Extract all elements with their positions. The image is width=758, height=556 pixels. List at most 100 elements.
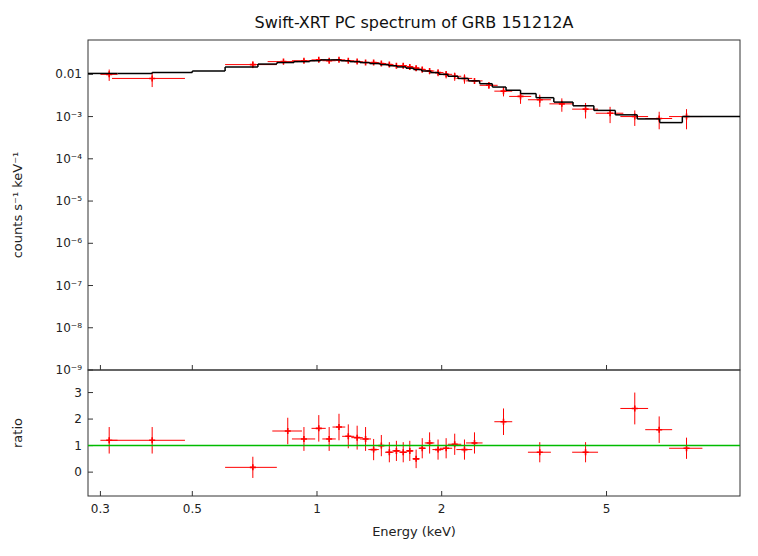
y-tick-label: 10⁻⁵ — [56, 194, 83, 208]
y-tick — [88, 201, 93, 202]
model-step — [88, 73, 118, 75]
marker — [354, 435, 360, 441]
y-tick-label: 10⁻³ — [56, 110, 83, 124]
y-tick-label: 0.01 — [55, 67, 82, 81]
panel: 10⁻⁹10⁻⁸10⁻⁷10⁻⁶10⁻⁵10⁻⁴10⁻³0.01 — [55, 40, 740, 377]
data-point — [549, 98, 573, 111]
y-axis-label: counts s⁻¹ keV⁻¹ — [10, 152, 25, 259]
model-step — [682, 116, 740, 118]
model-step — [331, 59, 341, 61]
model-step — [258, 63, 277, 65]
model-step — [380, 64, 389, 66]
y-tick — [88, 419, 93, 420]
x-tick — [441, 491, 442, 496]
data-point — [112, 427, 185, 454]
marker — [435, 447, 441, 453]
y-tick-label: 1 — [74, 439, 82, 453]
model-step — [294, 61, 310, 63]
model-step — [448, 76, 458, 78]
x-tick — [100, 491, 101, 496]
model-step — [554, 101, 573, 103]
chart: 10⁻⁹10⁻⁸10⁻⁷10⁻⁶10⁻⁵10⁻⁴10⁻³0.01Swift-XR… — [0, 0, 758, 556]
data-point — [292, 427, 315, 451]
x-error-bar — [112, 440, 185, 441]
data-point — [272, 418, 302, 445]
model-step — [637, 118, 659, 120]
data-point — [425, 432, 435, 453]
marker — [407, 448, 413, 454]
model-step — [397, 66, 406, 68]
marker — [537, 449, 543, 455]
x-error-bar — [360, 62, 371, 63]
x-error-bar — [440, 74, 452, 75]
plot-frame — [88, 370, 740, 496]
model-step — [480, 83, 493, 85]
model-step — [225, 66, 258, 68]
marker — [106, 71, 112, 77]
data-point — [406, 441, 414, 461]
x-tick-label: 0.5 — [183, 502, 202, 516]
data-point — [669, 438, 702, 459]
marker — [407, 64, 413, 70]
data-point — [412, 450, 419, 469]
marker — [326, 58, 332, 64]
x-tick — [441, 365, 442, 370]
x-tick — [192, 491, 193, 496]
y-tick — [88, 158, 93, 159]
data-point — [322, 427, 335, 451]
model-step — [310, 60, 321, 62]
y-axis-label: ratio — [10, 418, 25, 448]
y-tick — [88, 116, 93, 117]
data-point — [620, 393, 648, 425]
data-point — [112, 73, 185, 87]
data-point — [368, 439, 379, 460]
data-point — [645, 416, 672, 443]
data-point — [440, 71, 452, 78]
marker — [461, 447, 467, 453]
model-step — [594, 110, 615, 112]
marker — [632, 405, 638, 411]
y-tick-label: 10⁻⁴ — [56, 152, 83, 166]
data-point — [448, 434, 461, 455]
data-point — [645, 112, 672, 130]
data-point — [494, 408, 512, 435]
data-point — [448, 73, 461, 81]
data-point — [312, 415, 326, 442]
y-tick-label: 10⁻⁹ — [56, 363, 83, 377]
model-step — [660, 122, 683, 124]
data-point — [322, 58, 335, 64]
marker — [336, 424, 342, 430]
x-tick — [316, 491, 317, 496]
model-step — [406, 67, 414, 69]
data-point — [494, 87, 512, 96]
data-point — [225, 62, 277, 69]
marker — [393, 448, 399, 454]
y-tick-label: 3 — [74, 386, 82, 400]
data-point — [528, 95, 551, 107]
model-step — [152, 72, 192, 74]
data-point — [432, 439, 443, 459]
model-step — [492, 86, 506, 88]
plot-frame — [88, 40, 740, 370]
reference-line — [88, 445, 740, 447]
marker — [316, 425, 322, 431]
y-tick — [88, 392, 93, 393]
x-error-bar — [448, 76, 461, 77]
y-tick — [88, 327, 93, 328]
model-step — [414, 69, 422, 71]
data-point — [225, 457, 277, 478]
model-step — [468, 80, 479, 82]
marker — [250, 464, 256, 470]
data-point — [368, 60, 379, 66]
data-point — [399, 63, 407, 69]
marker — [501, 419, 507, 425]
marker — [400, 63, 406, 69]
marker — [280, 59, 286, 65]
x-tick-label: 2 — [438, 502, 446, 516]
data-point — [360, 60, 371, 66]
plot-area — [88, 393, 740, 478]
x-tick — [100, 365, 101, 370]
marker — [326, 436, 332, 442]
data-point — [406, 64, 414, 70]
y-tick-label: 2 — [74, 412, 82, 426]
